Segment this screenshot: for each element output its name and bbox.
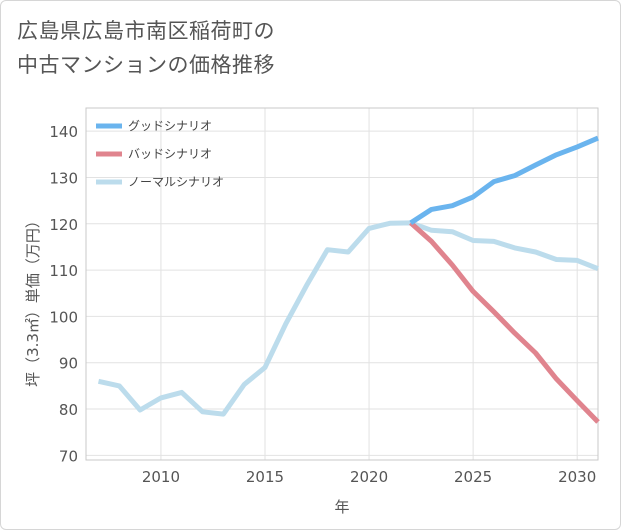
grid-lines [86,108,598,460]
normal-scenario-line [97,220,599,417]
legend-bad[interactable]: バッドシナリオ [96,147,212,161]
y-axis-ticks: 70 80 90 100 110 120 130 140 [49,123,78,465]
y-tick-label: 110 [49,262,78,280]
legend-label: バッドシナリオ [128,147,212,161]
y-axis-label: 坪（3.3㎡）単価（万円） [24,213,42,387]
x-tick-label: 2030 [558,468,596,486]
legend-label: ノーマルシナリオ [128,175,224,189]
x-tick-label: 2015 [246,468,284,486]
x-tick-label: 2020 [350,468,388,486]
legend-label: グッドシナリオ [128,119,212,133]
chart-title-line2: 中古マンションの価格推移 [17,53,275,77]
good-scenario-line [409,135,599,225]
x-tick-label: 2025 [454,468,492,486]
x-tick-label: 2010 [142,468,180,486]
chart-title-line1: 広島県広島市南区稲荷町の [17,19,275,43]
y-tick-label: 100 [49,308,78,326]
y-tick-label: 120 [49,216,78,234]
x-axis-label: 年 [334,498,349,516]
legend-good[interactable]: グッドシナリオ [96,119,212,133]
y-tick-label: 130 [49,169,78,187]
series-lines [97,135,600,424]
legend-normal[interactable]: ノーマルシナリオ [96,175,224,189]
chart-title: 広島県広島市南区稲荷町の 中古マンションの価格推移 [17,14,275,82]
y-tick-label: 80 [59,401,78,419]
y-tick-label: 70 [59,447,78,465]
y-tick-label: 90 [59,355,78,373]
x-axis-ticks: 2010 2015 2020 2025 2030 [142,468,596,486]
y-tick-label: 140 [49,123,78,141]
bad-scenario-line [409,221,600,424]
plot-area-border [85,107,599,461]
